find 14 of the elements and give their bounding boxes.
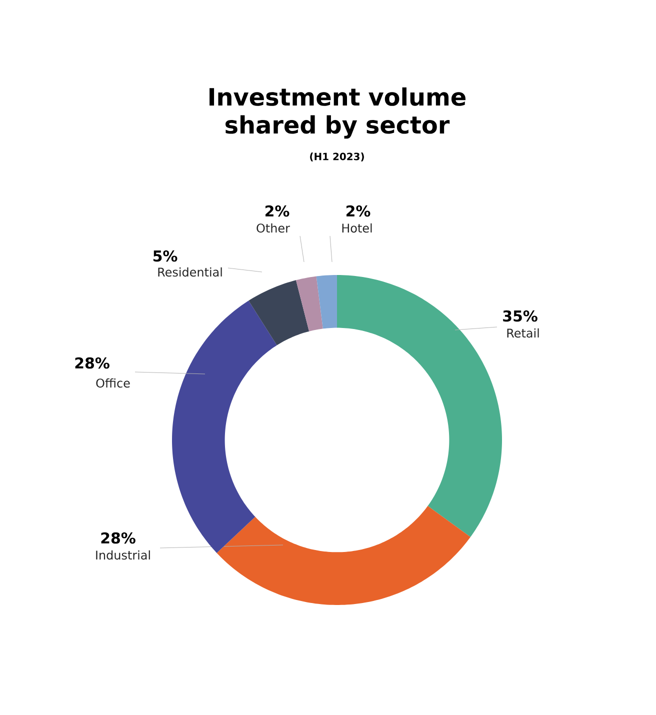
slice-label: Hotel: [342, 223, 372, 233]
slice-label: Office: [96, 378, 130, 388]
data-label: 2%: [266, 205, 290, 217]
chart-subtitle: (H1 2023): [310, 152, 364, 162]
data-label: 2%: [346, 205, 370, 217]
data-label: 35%: [503, 310, 538, 322]
data-label: 5%: [153, 250, 178, 262]
chart-title: Investment volume shared by sector: [210, 87, 466, 139]
slice-label: Retail: [507, 328, 539, 338]
slice-label: Other: [256, 223, 290, 233]
slice-label: Residential: [158, 267, 222, 277]
data-label: 28%: [101, 532, 136, 544]
data-label: 28%: [75, 357, 110, 369]
slice-label: Industrial: [96, 550, 150, 560]
